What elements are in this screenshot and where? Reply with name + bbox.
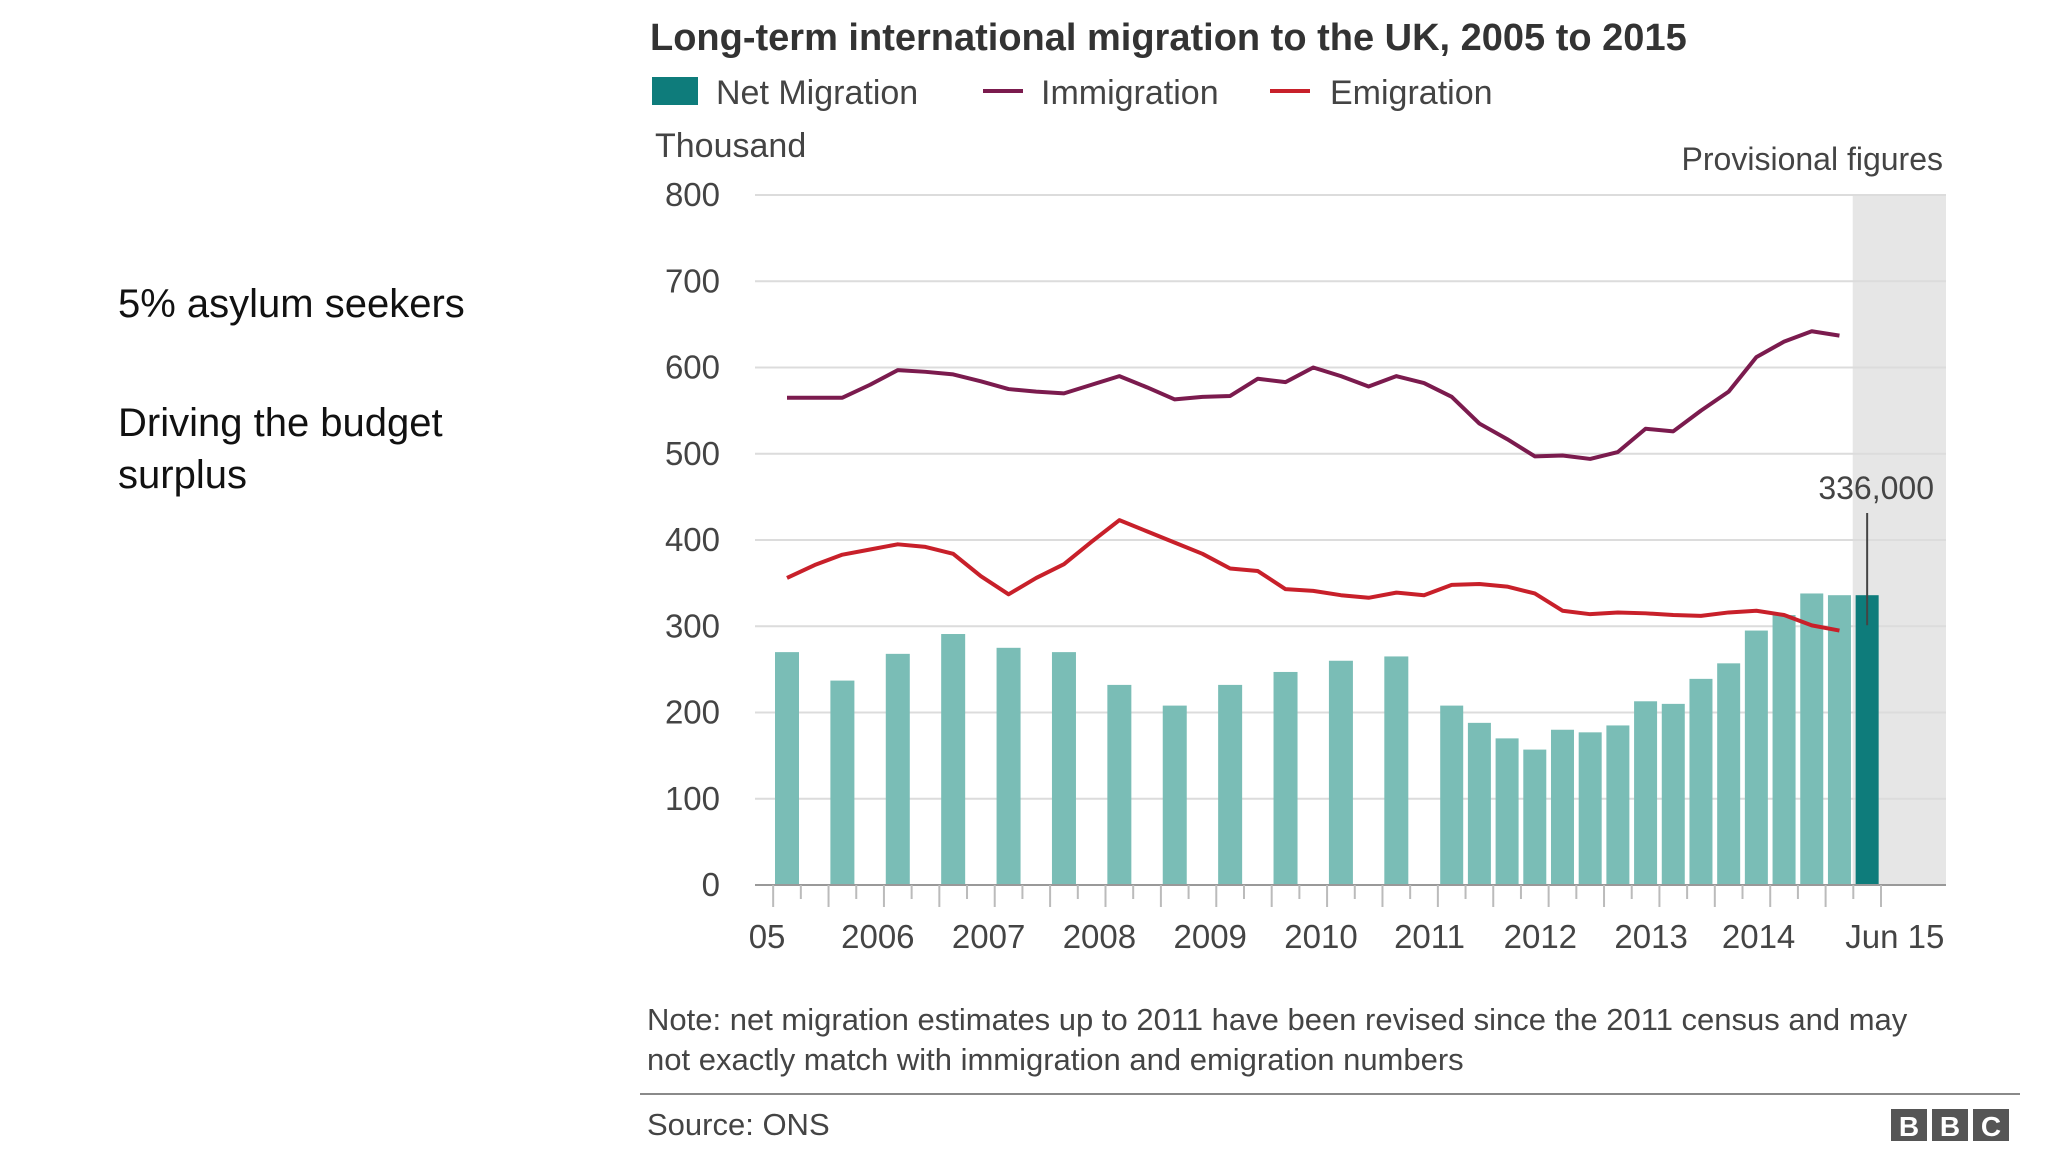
note-line-2: not exactly match with immigration and e… [647,1042,1464,1077]
x-tick-label: 2011 [1394,918,1465,955]
slide-bullets: 5% asylum seekers Driving the budget sur… [118,278,578,568]
x-tick-label: 2007 [952,918,1025,955]
net-migration-bar [1855,595,1879,885]
immigration-line [787,329,1840,461]
net-migration-bar [1467,722,1491,885]
provisional-label: Provisional figures [1682,141,1943,177]
y-axis-unit: Thousand [655,127,806,165]
annotation-336000: 336,000 [1818,470,1934,626]
net-migration-bar [1578,732,1602,885]
svg-text:C: C [1981,1111,2001,1142]
svg-text:B: B [1940,1111,1960,1142]
net-migration-bar [1744,630,1768,885]
annotation-label: 336,000 [1818,470,1934,506]
y-tick-label-500: 500 [665,435,720,472]
net-migration-bar [1800,593,1824,885]
net-migration-bar [830,680,855,885]
net-migration-bar [885,653,910,885]
x-axis: 05 2006 2007 2008 2009 2010 2011 2012 2013 2014 Ju… [749,884,1946,955]
x-tick-label: 2008 [1063,918,1136,955]
net-migration-bar [1162,705,1187,885]
x-tick-label: 2013 [1614,918,1687,955]
y-tick-label-700: 700 [665,262,720,299]
y-tick-label-400: 400 [665,521,720,558]
net-migration-bar [1523,749,1547,885]
emigration-line [786,518,1840,633]
x-tick-label: 2012 [1504,918,1577,955]
y-tick-label-600: 600 [665,349,720,386]
x-tick-label: 05 [749,918,786,955]
x-tick-label: 2006 [841,918,914,955]
net-migration-bar [775,652,799,885]
legend-net-label: Net Migration [716,74,918,112]
net-migration-bar [1717,663,1741,885]
net-migration-bar [1107,684,1132,885]
net-migration-bar [1328,660,1353,885]
net-migration-bar [996,647,1021,885]
series-lines [786,329,1840,633]
net-migration-bar [1550,729,1574,885]
net-migration-bar [1051,652,1076,885]
source-label: Source: ONS [647,1107,830,1142]
net-migration-bar [1772,615,1796,885]
bbc-logo: B B C [1891,1109,2009,1142]
x-tick-label: 2010 [1284,918,1357,955]
y-tick-label-800: 800 [665,176,720,213]
legend: Net Migration Immigration Emigration [652,74,1493,112]
net-migration-bars [775,593,1879,885]
net-migration-bar [1273,671,1298,885]
chart-title: Long-term international migration to the… [650,17,1687,59]
net-migration-bar [1495,738,1519,885]
svg-text:B: B [1899,1111,1919,1142]
x-tick-label: Jun 15 [1845,918,1944,955]
y-tick-label-100: 100 [665,780,720,817]
net-migration-bar [1661,703,1685,885]
bullet-budget: Driving the budget surplus [118,401,443,497]
net-migration-bar [1606,725,1630,885]
net-migration-bar [1384,656,1409,885]
bullet-asylum: 5% asylum seekers [118,282,465,326]
legend-emigration-label: Emigration [1330,74,1493,112]
legend-net-swatch [652,77,698,105]
net-migration-bar [1218,684,1243,885]
net-migration-bar [1440,705,1464,885]
net-migration-bar [1634,701,1658,885]
legend-immigration-label: Immigration [1041,74,1219,112]
note-line-1: Note: net migration estimates up to 2011… [647,1002,1908,1037]
x-tick-label: 2014 [1722,918,1795,955]
x-tick-label: 2009 [1173,918,1246,955]
net-migration-bar [1827,595,1851,885]
net-migration-bar [941,634,966,885]
y-tick-label-0: 0 [702,866,720,903]
y-tick-label-200: 200 [665,694,720,731]
net-migration-bar [1689,678,1713,885]
y-tick-labels: 0 100 200 300 400 500 600 700 800 [665,176,720,903]
y-tick-label-300: 300 [665,607,720,644]
